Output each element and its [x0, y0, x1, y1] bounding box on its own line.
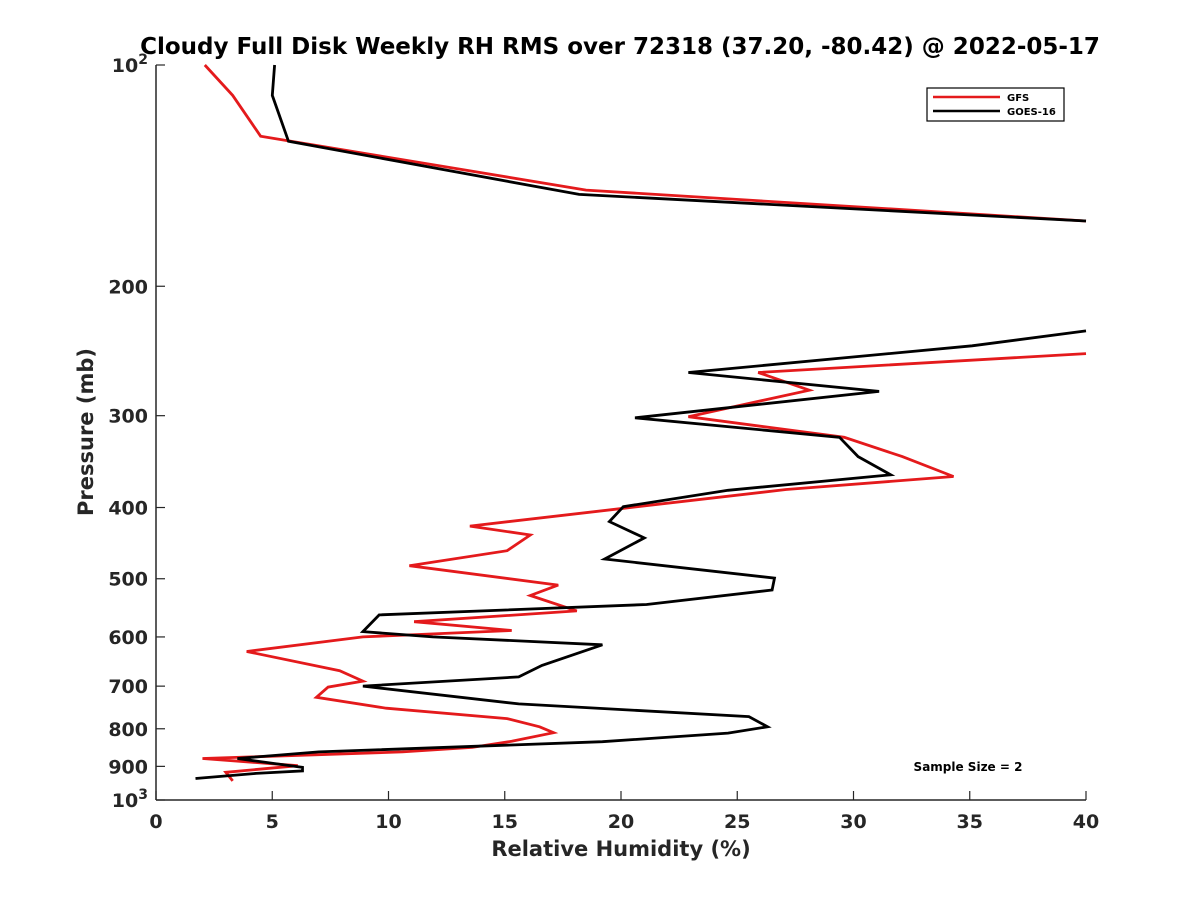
y-tick-label: 700 — [108, 676, 148, 698]
legend-label-goes16: GOES-16 — [1007, 107, 1056, 118]
x-tick-label: 15 — [492, 811, 518, 833]
axes-background — [156, 65, 1086, 800]
x-tick-label: 30 — [840, 811, 866, 833]
x-tick-label: 10 — [375, 811, 401, 833]
legend-label-gfs: GFS — [1007, 93, 1029, 104]
y-tick-label: 900 — [108, 756, 148, 778]
x-tick-label: 20 — [608, 811, 634, 833]
y-tick-label: 103 — [112, 787, 148, 812]
series-line-gfs-segment-2 — [202, 352, 1087, 782]
legend: GFS GOES-16 — [926, 87, 1065, 122]
x-tick-label: 0 — [149, 811, 162, 833]
x-tick-label: 5 — [266, 811, 279, 833]
y-tick-label: 102 — [112, 52, 148, 77]
x-tick-label: 35 — [957, 811, 983, 833]
series-line-goes16-segment-2 — [195, 329, 1087, 780]
x-axis-label: Relative Humidity (%) — [491, 837, 750, 861]
series-line-gfs-segment-1 — [203, 64, 1087, 223]
series-layer — [195, 64, 1087, 782]
x-tick-label: 25 — [724, 811, 750, 833]
chart-title: Cloudy Full Disk Weekly RH RMS over 7231… — [140, 34, 1100, 60]
y-tick-label: 500 — [108, 569, 148, 591]
y-tick-label: 300 — [108, 406, 148, 428]
y-tick-label: 600 — [108, 627, 148, 649]
series-line-goes16-segment-1 — [270, 64, 1087, 223]
y-tick-label: 200 — [108, 276, 148, 298]
ticks-layer: 0 5 10 15 20 25 30 35 40 102 200 300 400 500 600 700 800… — [108, 52, 1099, 833]
x-tick-label: 40 — [1073, 811, 1099, 833]
legend-box — [926, 87, 1065, 122]
y-axis-label: Pressure (mb) — [74, 348, 98, 516]
plot-area — [156, 65, 1086, 800]
y-tick-label: 800 — [108, 719, 148, 741]
sample-size-annotation: Sample Size = 2 — [914, 760, 1023, 774]
y-tick-label: 400 — [108, 498, 148, 520]
